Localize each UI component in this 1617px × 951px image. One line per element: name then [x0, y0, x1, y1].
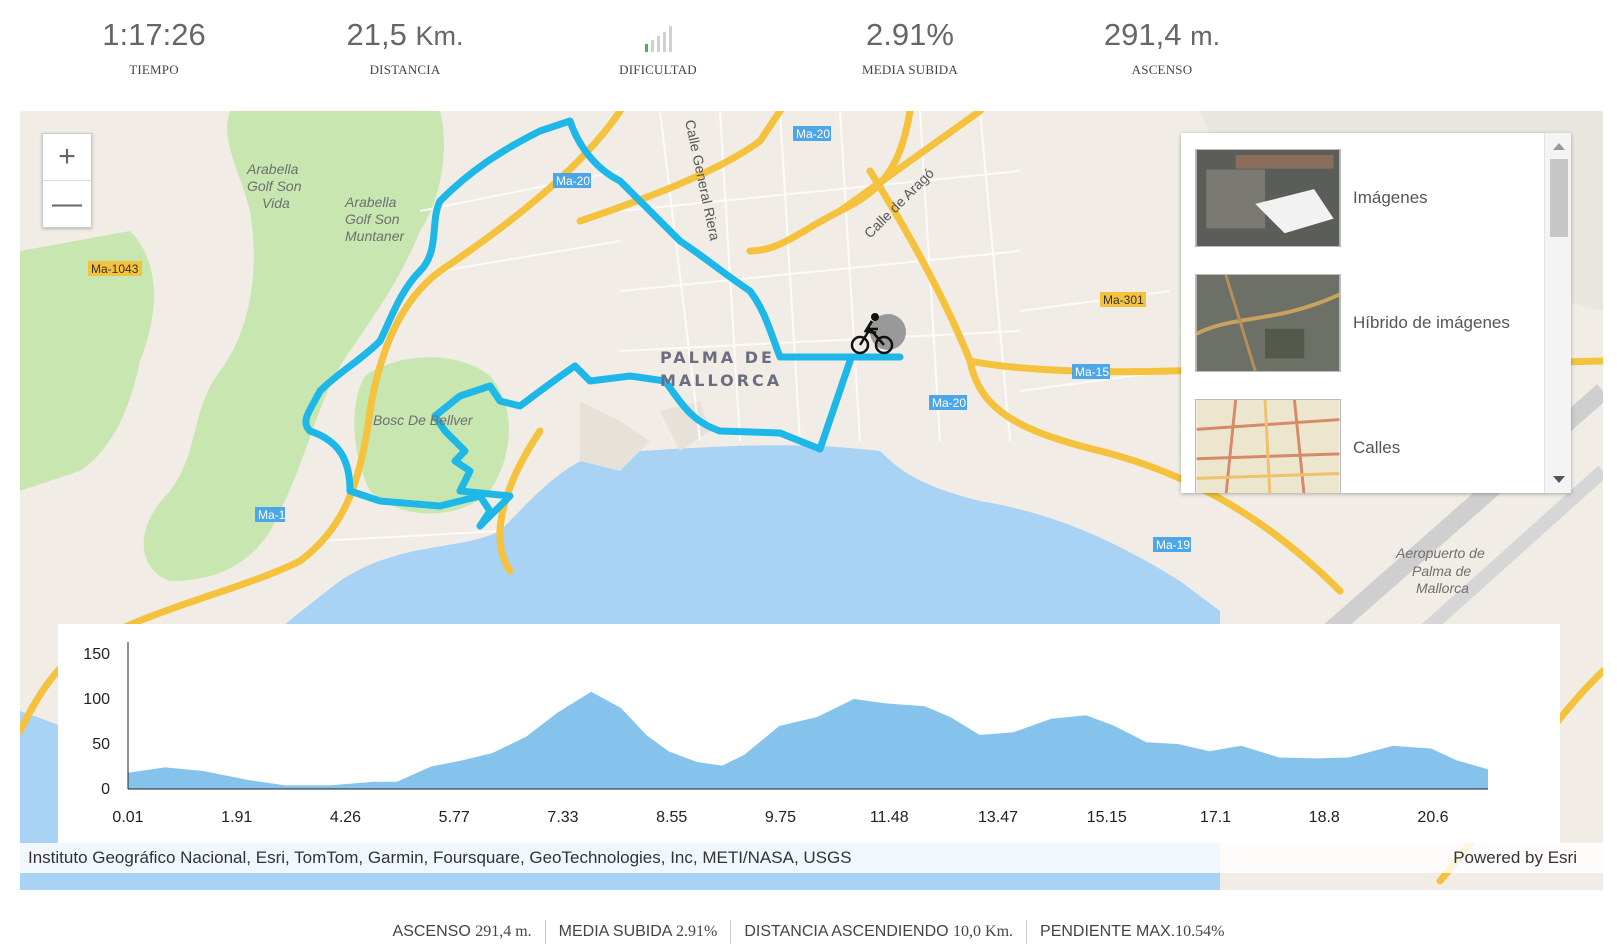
stat-difficulty: DIFICULTAD	[558, 14, 758, 78]
ascent-value: 291,4	[1103, 17, 1182, 52]
road-shield: Ma-301	[1100, 292, 1146, 307]
svg-text:Ma-301: Ma-301	[1103, 293, 1144, 307]
basemap-label: Imágenes	[1353, 188, 1428, 207]
basemap-hybrid[interactable]: Híbrido de imágenes	[1195, 273, 1525, 373]
x-tick-label: 9.75	[765, 809, 796, 826]
place-label: Aeropuerto de	[1395, 545, 1485, 561]
x-tick-label: 17.1	[1200, 809, 1231, 826]
scroll-up-arrow-icon[interactable]	[1553, 143, 1565, 150]
summary-avg-climb: MEDIA SUBIDA 2.91%	[544, 920, 731, 944]
svg-text:Ma-20: Ma-20	[556, 174, 590, 188]
summary-bar: ASCENSO 291,4 m. MEDIA SUBIDA 2.91% DIST…	[0, 920, 1617, 944]
distance-value: 21,5	[346, 17, 407, 52]
x-tick-label: 18.8	[1309, 809, 1340, 826]
road-shield: Ma-20	[929, 395, 967, 410]
svg-text:Ma-15: Ma-15	[1075, 365, 1109, 379]
x-tick-label: 4.26	[330, 809, 361, 826]
place-label: Golf Son	[345, 211, 400, 227]
svg-text:Ma-1: Ma-1	[258, 508, 286, 522]
basemap-imagery[interactable]: Imágenes	[1195, 148, 1525, 248]
y-tick-label: 100	[83, 691, 110, 708]
svg-text:Ma-1043: Ma-1043	[91, 262, 139, 276]
place-label: Vida	[262, 195, 290, 211]
place-label: Golf Son	[247, 178, 302, 194]
attribution-text: Instituto Geográfico Nacional, Esri, Tom…	[28, 848, 852, 867]
y-tick-label: 0	[101, 781, 110, 798]
city-label: MALLORCA	[660, 371, 782, 390]
elevation-chart[interactable]: 150 100 50 0 0.01 1.91 4.26 5.77 7.33 8.55 9.75 11…	[58, 624, 1560, 843]
svg-text:Ma-20: Ma-20	[932, 396, 966, 410]
distance-unit: Km.	[415, 21, 464, 51]
place-label: Palma de	[1412, 563, 1471, 579]
avg-climb-value: 2.91%	[866, 17, 954, 52]
road-shield: Ma-19	[1153, 537, 1191, 552]
imagery-thumbnail-icon	[1195, 149, 1341, 247]
x-tick-label: 20.6	[1417, 809, 1448, 826]
cyclist-marker-icon[interactable]	[850, 313, 906, 355]
difficulty-bars-icon	[558, 14, 758, 56]
stat-ascent: 291,4 m. ASCENSO	[1062, 14, 1262, 78]
zoom-control: + —	[42, 133, 92, 228]
difficulty-label: DIFICULTAD	[619, 62, 697, 77]
elevation-area	[128, 691, 1488, 789]
x-tick-label: 0.01	[112, 809, 143, 826]
road-shield: Ma-20	[553, 173, 591, 188]
stat-avg-climb: 2.91% MEDIA SUBIDA	[810, 14, 1010, 78]
hybrid-thumbnail-icon	[1195, 274, 1341, 372]
y-tick-label: 150	[83, 646, 110, 663]
x-tick-label: 8.55	[656, 809, 687, 826]
gallery-scrollbar[interactable]	[1544, 133, 1571, 493]
x-tick-label: 13.47	[978, 809, 1018, 826]
zoom-in-button[interactable]: +	[58, 140, 76, 173]
basemap-label: Calles	[1353, 438, 1401, 457]
summary-climb-distance: DISTANCIA ASCENDIENDO 10,0 Km.	[730, 920, 1026, 944]
city-label: PALMA DE	[660, 348, 775, 367]
road-shield: Ma-1043	[88, 261, 142, 276]
summary-ascent: ASCENSO 291,4 m.	[392, 923, 532, 940]
road-shield: Ma-1	[255, 507, 286, 522]
scroll-down-arrow-icon[interactable]	[1553, 476, 1565, 483]
svg-text:Ma-19: Ma-19	[1156, 538, 1190, 552]
ascent-label: ASCENSO	[1131, 62, 1193, 77]
svg-text:Ma-20: Ma-20	[796, 127, 830, 141]
x-tick-label: 15.15	[1087, 809, 1127, 826]
route-map[interactable]: Arabella Golf Son Vida Arabella Golf Son…	[20, 111, 1603, 890]
time-value: 1:17:26	[102, 17, 206, 52]
road-shield: Ma-15	[1072, 364, 1110, 379]
route-line	[302, 117, 904, 530]
x-tick-label: 7.33	[547, 809, 578, 826]
y-tick-label: 50	[92, 736, 110, 753]
map-attribution: Instituto Geográfico Nacional, Esri, Tom…	[20, 843, 1603, 873]
ascent-unit: m.	[1190, 21, 1221, 51]
time-label: TIEMPO	[129, 62, 179, 77]
place-label: Arabella	[344, 194, 397, 210]
elevation-profile[interactable]: 150 100 50 0 0.01 1.91 4.26 5.77 7.33 8.55 9.75 11…	[58, 624, 1560, 843]
stat-time: 1:17:26 TIEMPO	[54, 14, 254, 78]
distance-label: DISTANCIA	[369, 62, 441, 77]
basemap-streets[interactable]: Calles	[1195, 398, 1525, 493]
scroll-thumb[interactable]	[1550, 159, 1568, 237]
stat-distance: 21,5 Km. DISTANCIA	[305, 14, 505, 78]
x-tick-label: 1.91	[221, 809, 252, 826]
powered-by-link[interactable]: Powered by Esri	[1453, 848, 1577, 867]
basemap-label: Híbrido de imágenes	[1353, 313, 1510, 332]
place-label: Muntaner	[345, 228, 405, 244]
basemap-gallery: Imágenes Híbrido de imágenes Calles	[1181, 133, 1571, 493]
x-tick-label: 11.48	[870, 809, 909, 826]
avg-climb-label: MEDIA SUBIDA	[862, 62, 958, 77]
summary-max-slope: PENDIENTE MAX.10.54%	[1026, 920, 1237, 944]
zoom-out-button[interactable]: —	[43, 180, 91, 227]
place-label: Bosc De Bellver	[373, 412, 474, 428]
place-label: Mallorca	[1416, 580, 1469, 596]
place-label: Arabella	[246, 161, 299, 177]
streets-thumbnail-icon	[1195, 399, 1341, 493]
road-shield: Ma-20	[793, 126, 831, 141]
x-tick-label: 5.77	[439, 809, 470, 826]
